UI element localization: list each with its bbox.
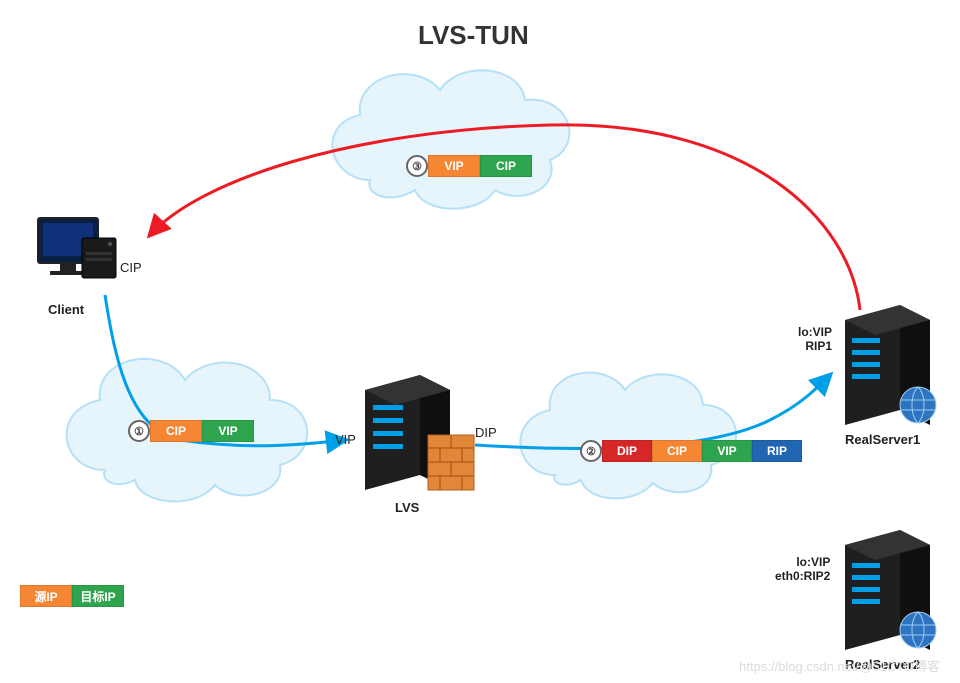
legend-src: 源IP bbox=[20, 585, 72, 607]
watermark: https://blog.csdn.net/@51CTO博客 bbox=[739, 656, 940, 675]
p1-seg1: VIP bbox=[202, 420, 254, 442]
step1-badge: ① bbox=[128, 420, 150, 442]
lvs-server bbox=[365, 375, 474, 490]
legend: 源IP 目标IP bbox=[20, 585, 124, 607]
p2-seg3: RIP bbox=[752, 440, 802, 462]
cip-label: CIP bbox=[120, 260, 142, 275]
cloud-right bbox=[520, 373, 736, 499]
rs2-iface: lo:VIP eth0:RIP2 bbox=[775, 555, 830, 583]
rs1-iface: lo:VIP RIP1 bbox=[798, 325, 832, 353]
p1-seg0: CIP bbox=[150, 420, 202, 442]
p3-seg1: CIP bbox=[480, 155, 532, 177]
realserver2 bbox=[845, 530, 936, 650]
client-device bbox=[38, 218, 116, 278]
p2-seg0: DIP bbox=[602, 440, 652, 462]
packet2: DIP CIP VIP RIP bbox=[602, 440, 802, 462]
step3-badge: ③ bbox=[406, 155, 428, 177]
legend-dst: 目标IP bbox=[72, 585, 124, 607]
lvs-label: LVS bbox=[395, 500, 419, 515]
arrow-lvs-to-rs bbox=[475, 375, 830, 449]
p2-seg2: VIP bbox=[702, 440, 752, 462]
cloud-top bbox=[332, 70, 569, 208]
page-title: LVS-TUN bbox=[418, 20, 529, 51]
arrow-rs-to-client bbox=[150, 125, 860, 310]
realserver1 bbox=[845, 305, 936, 425]
step2-badge: ② bbox=[580, 440, 602, 462]
p3-seg0: VIP bbox=[428, 155, 480, 177]
packet1: CIP VIP bbox=[150, 420, 254, 442]
rs1-label: RealServer1 bbox=[845, 432, 920, 447]
vip-label-left: VIP bbox=[335, 432, 356, 447]
p2-seg1: CIP bbox=[652, 440, 702, 462]
packet3: VIP CIP bbox=[428, 155, 532, 177]
dip-label: DIP bbox=[475, 425, 497, 440]
client-label: Client bbox=[48, 302, 84, 317]
